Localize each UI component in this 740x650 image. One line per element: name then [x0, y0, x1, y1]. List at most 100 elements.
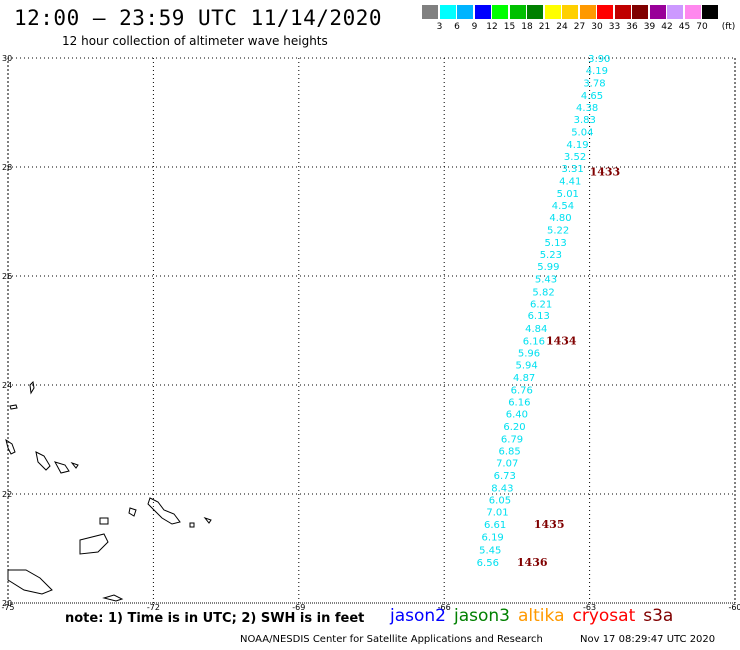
wave-height-value: 6.20	[503, 422, 525, 433]
wave-height-value: 4.65	[581, 91, 603, 102]
satellite-label: jason2	[390, 606, 446, 626]
wave-height-value: 5.04	[571, 128, 593, 139]
legend-swatch	[667, 5, 683, 19]
wave-height-value: 5.43	[535, 275, 557, 286]
wave-height-value: 7.07	[496, 458, 518, 469]
wave-height-value: 5.96	[518, 348, 540, 359]
wave-height-value: 5.23	[540, 250, 562, 261]
wave-height-value: 3.78	[583, 79, 605, 90]
legend-swatch	[614, 5, 631, 19]
credit-text: NOAA/NESDIS Center for Satellite Applica…	[240, 634, 543, 645]
legend-label: 42	[661, 22, 673, 32]
wave-height-value: 4.54	[552, 201, 574, 212]
satellite-label: jason3	[454, 606, 510, 626]
pass-time-label: 1433	[590, 165, 621, 178]
legend-swatch	[702, 5, 718, 19]
wave-height-value: 5.82	[532, 287, 554, 298]
legend-label: 39	[643, 22, 656, 32]
coastline-island	[53, 461, 70, 474]
wave-height-value: 3.31	[562, 164, 584, 175]
coastline-island	[70, 461, 79, 469]
x-tick-label: -72	[147, 603, 160, 612]
wave-height-value: 5.94	[515, 360, 537, 371]
x-tick-label: -66	[438, 603, 451, 612]
legend-swatch	[439, 5, 456, 19]
x-tick-label: -75	[1, 603, 14, 612]
coastline-island	[5, 438, 16, 455]
legend-swatch	[422, 5, 438, 19]
legend-swatch	[562, 5, 578, 19]
x-tick-label: -60	[728, 603, 740, 612]
wave-height-value: 4.38	[576, 103, 598, 114]
satellite-label: altika	[518, 606, 565, 626]
coastline-island	[7, 569, 53, 595]
legend-swatch	[632, 5, 648, 19]
legend-swatch	[544, 5, 561, 19]
legend-swatch	[457, 5, 473, 19]
legend-label: 27	[573, 22, 586, 32]
x-tick-label: -63	[583, 603, 596, 612]
page-title: 12:00 — 23:59 UTC 11/14/2020	[14, 6, 383, 30]
legend-swatch	[597, 5, 613, 19]
legend-label: 9	[471, 22, 478, 32]
y-tick-label: 24	[2, 381, 12, 390]
plot-frame	[7, 57, 736, 604]
wave-height-value: 6.05	[489, 495, 511, 506]
y-tick-label: 28	[2, 163, 12, 172]
pass-time-label: 1435	[534, 518, 565, 531]
legend-swatch	[509, 5, 526, 19]
legend-label: 21	[538, 22, 551, 32]
wave-height-value: 4.80	[549, 213, 571, 224]
satellite-label: cryosat	[572, 606, 636, 626]
pass-time-label: 1434	[546, 334, 577, 347]
wave-height-value: 3.52	[564, 152, 586, 163]
coastline-island	[79, 533, 109, 555]
subtitle: 12 hour collection of altimeter wave hei…	[62, 34, 328, 48]
y-tick-label: 26	[2, 272, 12, 281]
x-tick-label: -69	[292, 603, 305, 612]
wave-height-value: 4.41	[559, 177, 581, 188]
legend-swatch	[527, 5, 543, 19]
wave-height-value: 6.76	[511, 385, 533, 396]
generation-timestamp: Nov 17 08:29:47 UTC 2020	[580, 634, 716, 645]
legend-swatch	[474, 5, 491, 19]
legend-label: 36	[626, 22, 638, 32]
wave-height-value: 6.13	[528, 311, 550, 322]
legend-label: 24	[556, 22, 568, 32]
coastline-island	[128, 507, 137, 517]
pass-time-label: 1436	[517, 556, 548, 569]
legend-label: 70	[696, 22, 708, 32]
legend-label: 45	[678, 22, 691, 32]
satellite-legend: jason2 jason3 altika cryosat s3a	[390, 606, 681, 626]
y-tick-label: 30	[2, 54, 12, 63]
coastline-island	[99, 517, 109, 525]
coastline-island	[35, 451, 51, 471]
wave-height-value: 5.22	[547, 226, 569, 237]
legend-label: 3	[436, 22, 443, 32]
legend-label: 12	[486, 22, 498, 32]
wave-height-value: 4.19	[586, 66, 608, 77]
footnote: note: 1) Time is in UTC; 2) SWH is in fe…	[65, 611, 365, 626]
wave-height-value: 3.90	[588, 54, 610, 65]
legend-label: 33	[608, 22, 621, 32]
wave-height-value: 7.01	[486, 507, 508, 518]
satellite-label: s3a	[643, 606, 674, 626]
wave-height-value: 5.99	[537, 262, 559, 273]
wave-height-value: 6.21	[530, 299, 552, 310]
wave-height-value: 4.87	[513, 373, 535, 384]
wave-height-value: 6.73	[494, 471, 516, 482]
wave-height-value: 5.13	[545, 238, 567, 249]
legend-swatch	[579, 5, 596, 19]
legend-swatch	[492, 5, 508, 19]
legend-label: 6	[454, 22, 460, 32]
wave-height-value: 5.45	[479, 546, 501, 557]
wave-height-value: 6.16	[508, 397, 530, 408]
wave-height-value: 4.19	[566, 140, 588, 151]
wave-height-value: 3.83	[574, 115, 596, 126]
coastline-island	[189, 522, 195, 528]
legend-label: 15	[503, 22, 516, 32]
legend-swatch	[649, 5, 666, 19]
wave-height-value: 4.84	[525, 324, 547, 335]
coastline-island	[29, 380, 35, 395]
y-tick-label: 20	[2, 599, 12, 608]
